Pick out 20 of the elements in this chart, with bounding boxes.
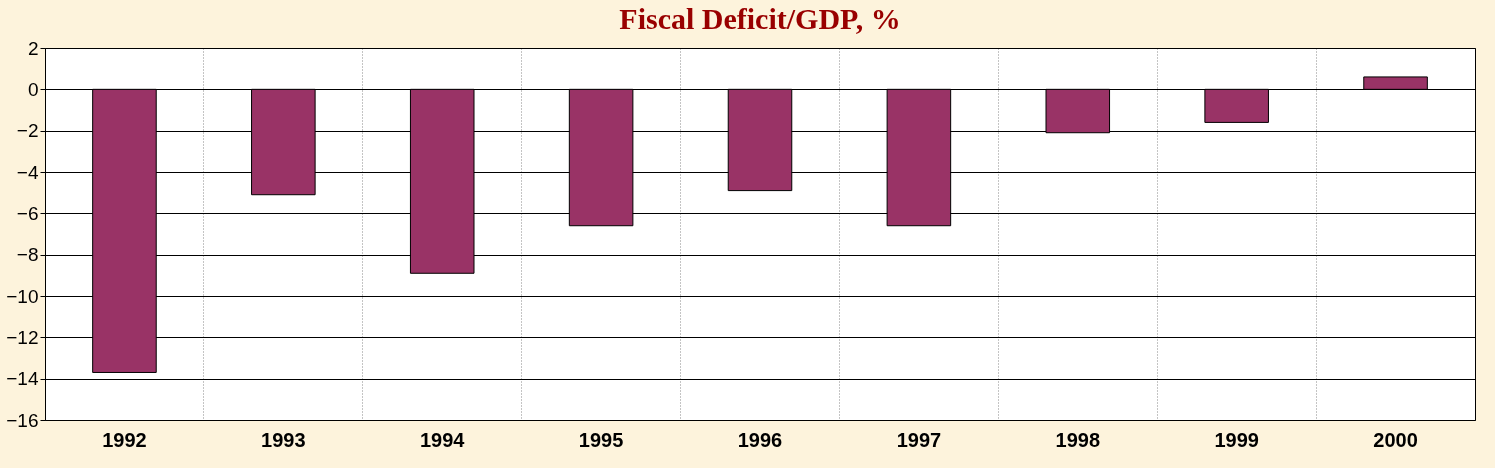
y-tick-label: −14 xyxy=(6,368,39,390)
y-tick-label: −10 xyxy=(6,285,39,307)
x-tick-label: 1995 xyxy=(578,428,624,451)
y-tick-label: −4 xyxy=(16,161,39,183)
x-tick-label: 1994 xyxy=(419,428,466,451)
x-tick-label: 1998 xyxy=(1055,428,1101,451)
y-tick-label: −6 xyxy=(16,202,39,224)
y-tick-label: −8 xyxy=(16,244,39,266)
y-tick-label: −12 xyxy=(6,326,39,348)
y-tick-label: 0 xyxy=(27,78,39,100)
x-tick-label: 1996 xyxy=(737,428,783,451)
x-tick-label: 1993 xyxy=(261,428,306,451)
x-tick-label: 2000 xyxy=(1373,428,1418,451)
y-tick-label: 2 xyxy=(27,37,39,59)
x-tick-label: 1992 xyxy=(102,428,147,451)
chart-title: Fiscal Deficit/GDP, % xyxy=(619,2,901,35)
y-tick-label: −2 xyxy=(16,120,39,142)
x-tick-label: 1999 xyxy=(1214,428,1259,451)
y-tick-label: −16 xyxy=(6,409,39,431)
x-tick-label: 1997 xyxy=(896,428,942,451)
